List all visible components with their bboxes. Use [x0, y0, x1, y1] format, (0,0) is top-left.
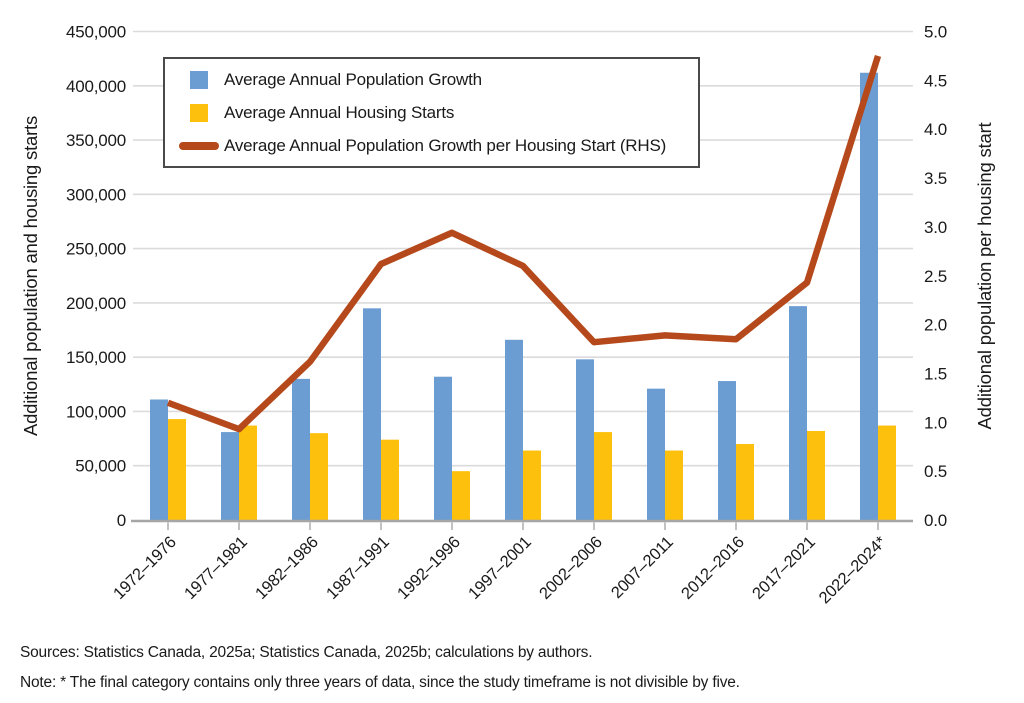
right-axis-tick-label: 0.5 — [924, 462, 947, 481]
housing-starts-bar — [239, 425, 257, 520]
housing-starts-swatch-icon — [189, 103, 208, 122]
ratio-line — [166, 54, 882, 433]
right-axis-tick-label: 2.5 — [924, 267, 947, 286]
legend-item-ratio-line: Average Annual Population Growth per Hou… — [165, 136, 698, 156]
swatch-box — [173, 71, 224, 90]
population-growth-bar — [505, 339, 523, 520]
note-text: Note: * The final category contains only… — [20, 674, 740, 691]
right-axis-tick-label: 5.0 — [924, 23, 947, 42]
population-growth-bar — [292, 378, 310, 520]
housing-starts-bar — [168, 419, 186, 520]
left-axis-tick-label: 50,000 — [75, 457, 126, 476]
right-axis-tick-label: 1.0 — [924, 413, 947, 432]
population-growth-bar — [434, 376, 452, 520]
right-axis-tick-label: 0.0 — [924, 511, 947, 530]
left-axis-tick-label: 300,000 — [66, 185, 126, 204]
x-axis-category-label: 1992–1996 — [394, 533, 464, 603]
population-growth-swatch-icon — [189, 71, 208, 90]
left-axis-tick-label: 250,000 — [66, 240, 126, 259]
housing-starts-bar — [807, 430, 825, 520]
x-axis-category-label: 2007–2011 — [608, 533, 677, 602]
population-growth-bar — [647, 388, 665, 520]
left-axis-labels: 0 50,000 100,000 150,000 200,000 250,000 300,0… — [66, 23, 126, 531]
left-axis-tick-label: 0 — [117, 511, 126, 530]
x-axis-ticks — [167, 522, 879, 530]
swatch-box — [173, 141, 224, 150]
left-axis-tick-label: 150,000 — [66, 348, 126, 367]
x-axis-category-label: 1987–1991 — [323, 533, 393, 603]
population-growth-bar — [221, 432, 239, 520]
x-axis-category-label: 2022–2024* — [816, 533, 891, 608]
population-growth-bar — [789, 306, 807, 520]
right-axis-tick-label: 4.0 — [924, 120, 947, 139]
population-growth-bar — [860, 72, 878, 521]
housing-starts-bar — [452, 471, 470, 520]
population-growth-bar — [576, 359, 594, 520]
population-growth-bar — [718, 381, 736, 520]
population-growth-bar — [363, 308, 381, 520]
population-growth-bar — [150, 399, 168, 520]
x-axis-category-label: 1997–2001 — [465, 533, 535, 603]
right-axis-tick-label: 2.0 — [924, 316, 947, 335]
legend-item-population-growth: Average Annual Population Growth — [165, 70, 698, 90]
left-axis-tick-label: 350,000 — [66, 131, 126, 150]
housing-starts-bar — [594, 432, 612, 520]
housing-starts-bar — [310, 433, 328, 520]
legend-item-housing-starts: Average Annual Housing Starts — [165, 103, 698, 123]
x-axis-category-label: 1977–1981 — [181, 533, 251, 603]
bars — [150, 72, 896, 521]
left-axis-tick-label: 100,000 — [66, 402, 126, 421]
right-axis-labels: 0.0 0.5 1.0 1.5 2.0 2.5 3.0 3.5 4.0 4.5 5.0 — [924, 23, 947, 531]
left-axis-title: Additional population and housing starts — [20, 116, 41, 436]
right-axis-tick-label: 3.0 — [924, 218, 947, 237]
housing-starts-bar — [878, 425, 896, 520]
right-axis-tick-label: 1.5 — [924, 364, 947, 383]
housing-starts-bar — [381, 439, 399, 520]
x-axis-labels: 1972–1976 1977–1981 1982–1986 1987–1991 1992… — [110, 533, 890, 608]
legend-label-ratio-line: Average Annual Population Growth per Hou… — [224, 135, 667, 155]
chart-legend: Average Annual Population Growth Average… — [163, 57, 700, 168]
x-axis-category-label: 2017–2021 — [749, 533, 819, 603]
right-axis-tick-label: 4.5 — [924, 71, 947, 90]
x-axis-category-label: 2002–2006 — [536, 533, 606, 603]
right-axis-title: Additional population per housing start — [974, 122, 995, 429]
legend-label-housing-starts: Average Annual Housing Starts — [224, 102, 455, 122]
left-axis-tick-label: 450,000 — [66, 23, 126, 42]
combo-chart: 0 50,000 100,000 150,000 200,000 250,000 300,0… — [20, 23, 995, 608]
housing-starts-bar — [523, 450, 541, 520]
left-axis-tick-label: 200,000 — [66, 294, 126, 313]
ratio-line-swatch-icon — [178, 141, 219, 150]
legend-label-population-growth: Average Annual Population Growth — [224, 70, 482, 90]
swatch-box — [173, 103, 224, 122]
left-axis-tick-label: 400,000 — [66, 77, 126, 96]
housing-starts-bar — [736, 444, 754, 520]
sources-text: Sources: Statistics Canada, 2025a; Stati… — [20, 644, 593, 661]
right-axis-tick-label: 3.5 — [924, 169, 947, 188]
x-axis-category-label: 1972–1976 — [110, 533, 180, 603]
housing-starts-bar — [665, 450, 683, 520]
x-axis-category-label: 2012–2016 — [678, 533, 748, 603]
chart-footer: Sources: Statistics Canada, 2025a; Stati… — [20, 638, 1010, 698]
x-axis-category-label: 1982–1986 — [252, 533, 322, 603]
